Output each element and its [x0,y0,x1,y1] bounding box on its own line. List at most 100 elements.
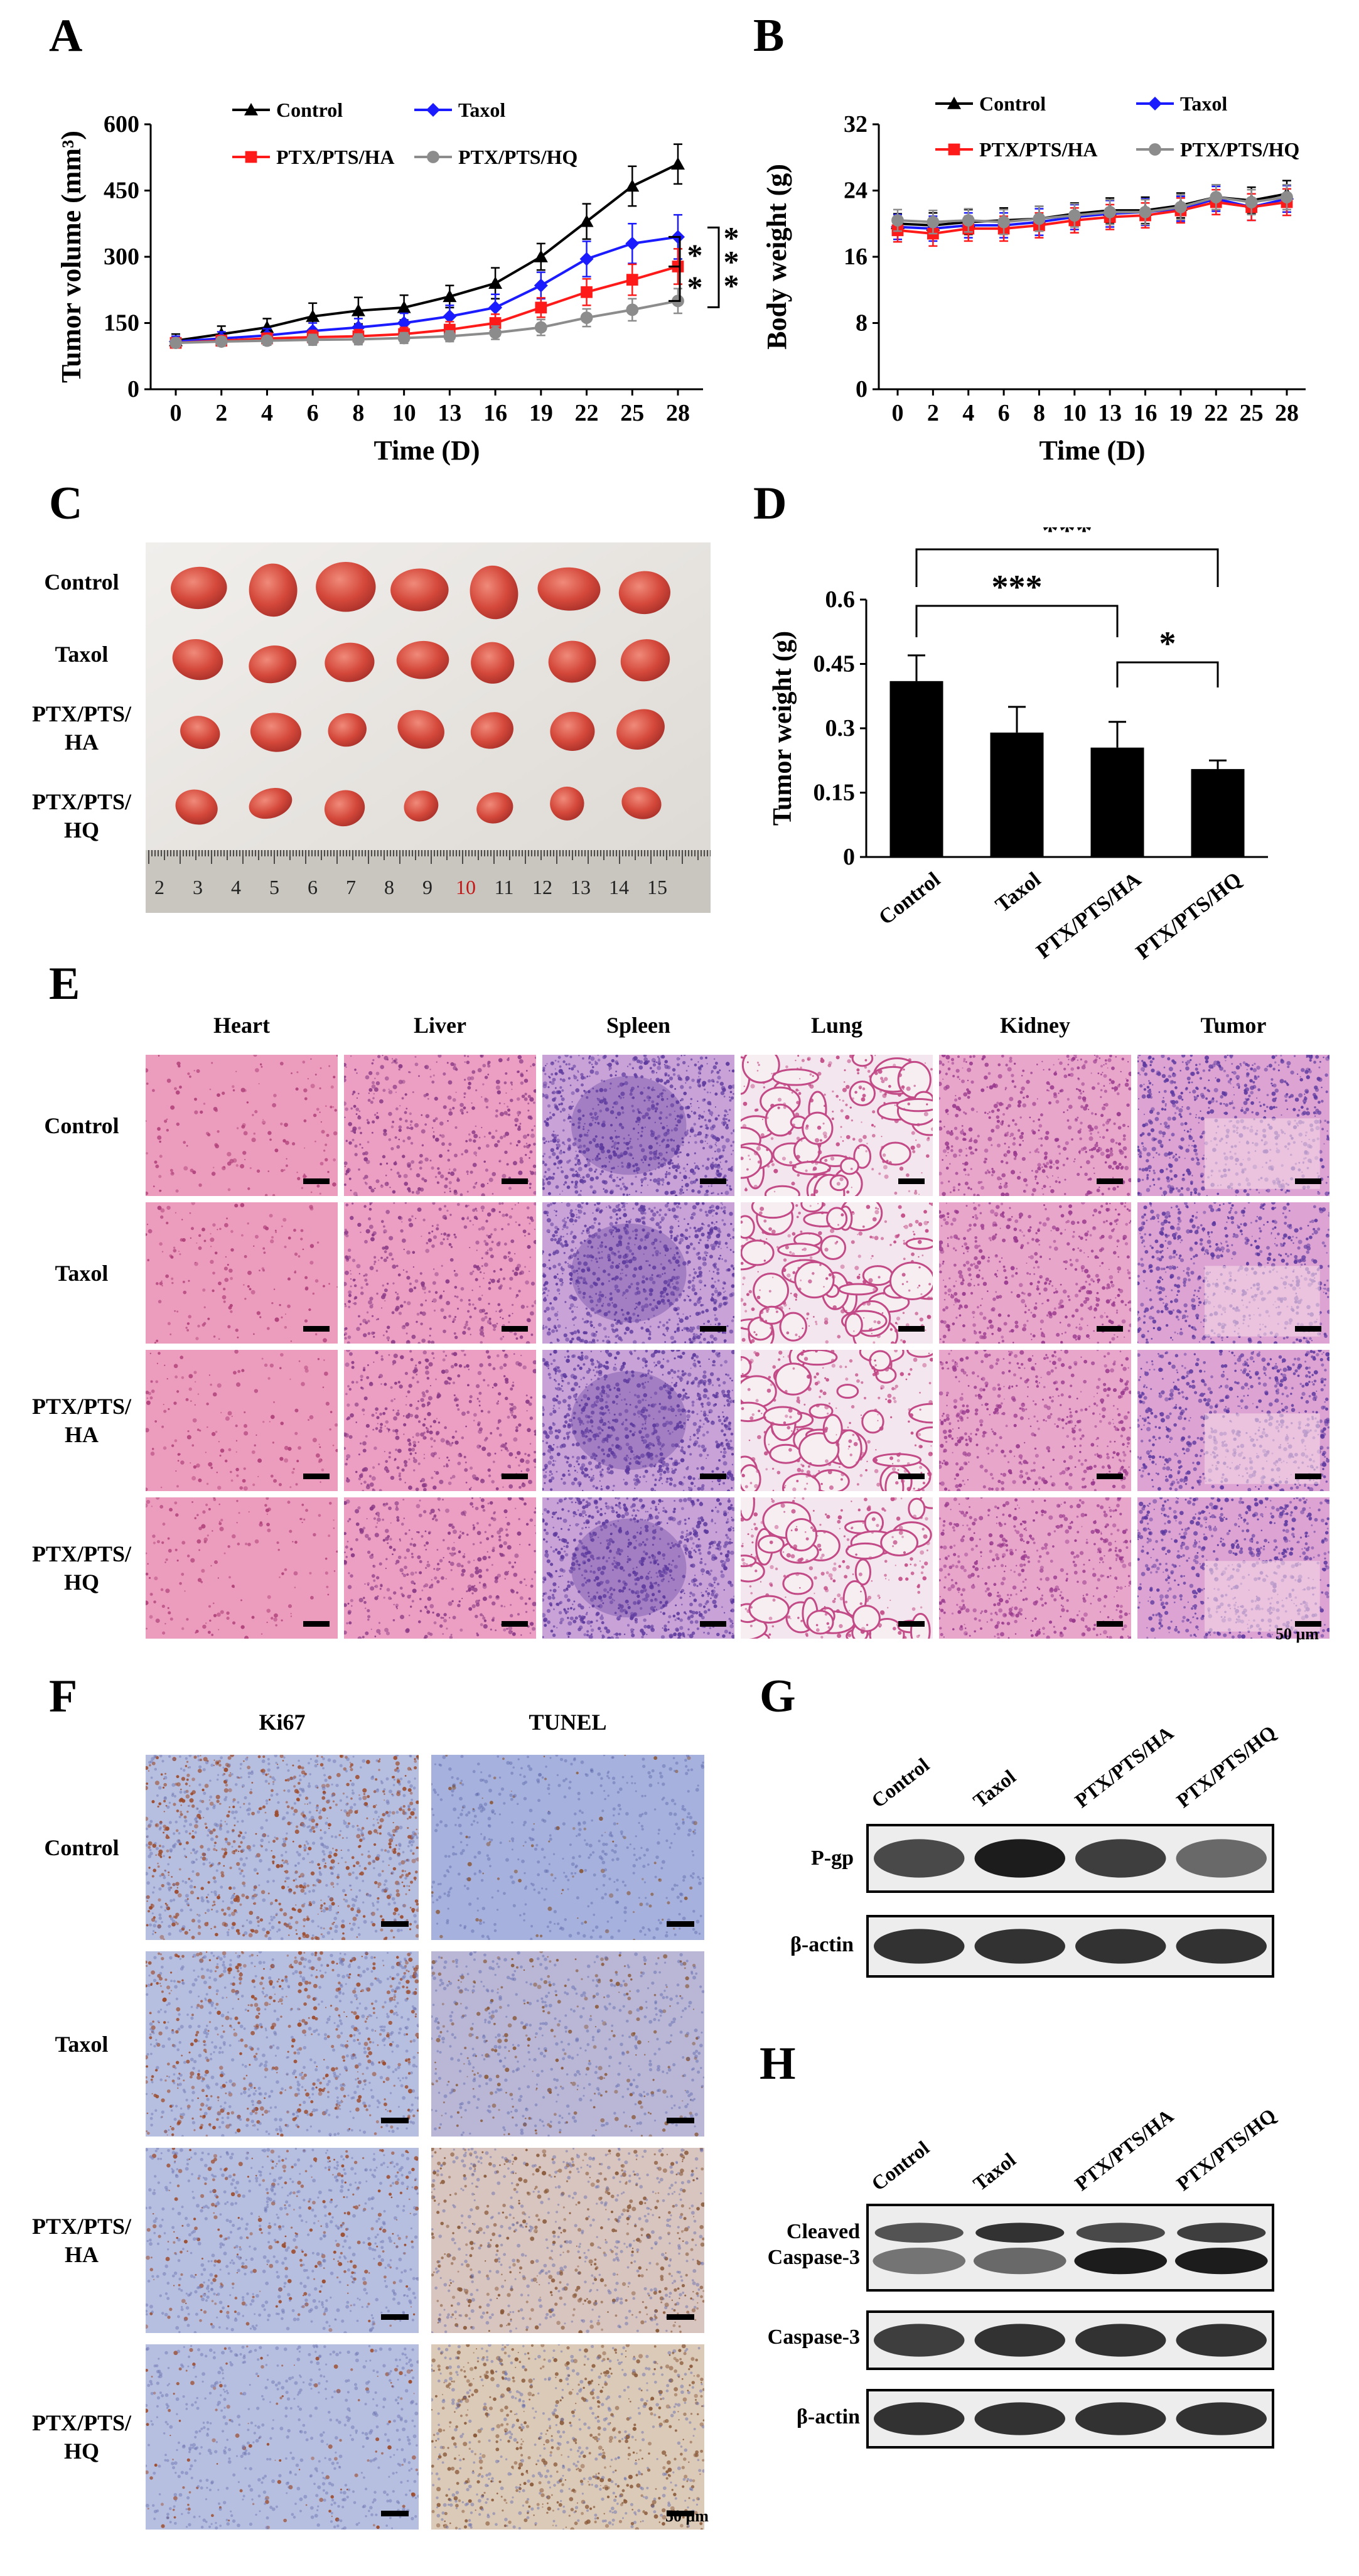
scale-bar [502,1326,528,1332]
nucleus [566,1185,571,1189]
nucleus [689,1128,694,1133]
nucleus [547,1176,552,1180]
nucleus [1324,1073,1328,1077]
nucleus [498,1210,501,1214]
nucleus [621,1202,626,1206]
nucleus [557,1055,561,1059]
nucleus [1223,1069,1226,1072]
nucleus [648,1264,651,1267]
nucleus [517,1140,521,1144]
nucleus [726,1246,728,1249]
nucleus [431,1340,435,1344]
nucleus [527,1244,531,1249]
nucleus [590,1323,593,1327]
nucleus [1184,1122,1188,1126]
nucleus [793,1165,797,1168]
nucleus [1270,1078,1274,1081]
ruler-number: 7 [346,876,356,898]
nucleus [436,1181,439,1183]
nucleus [429,1069,431,1070]
nucleus [1009,1057,1013,1060]
nucleus [655,1222,660,1227]
tumor-specimen [325,642,375,682]
nucleus [466,1170,469,1173]
nucleus [1171,1133,1175,1137]
nucleus [663,1064,666,1065]
nucleus [1306,1056,1308,1058]
nucleus [155,1164,159,1168]
nucleus [609,1157,613,1160]
nucleus [405,1322,409,1327]
nucleus [809,1073,812,1076]
nucleus [363,1205,367,1208]
nucleus [1181,1098,1184,1101]
nucleus [590,1116,593,1119]
nucleus [577,1071,579,1073]
nucleus [411,1191,414,1194]
nucleus [575,1247,577,1249]
nucleus [1164,1108,1166,1111]
nucleus [561,1107,566,1112]
nucleus [576,1329,580,1333]
nucleus [488,1177,493,1182]
nucleus [363,1333,367,1337]
tile-texture [542,1055,734,1196]
nucleus [702,1146,705,1150]
nucleus [588,1149,590,1151]
nucleus [478,1227,481,1231]
nucleus [529,1256,532,1258]
nucleus [598,1257,601,1259]
nucleus [1077,1116,1079,1119]
nucleus [577,1138,581,1143]
nucleus [588,1061,591,1064]
tile-texture [1137,1055,1329,1196]
nucleus [167,1322,171,1325]
nucleus [511,1208,513,1210]
nucleus [325,1143,328,1146]
nucleus [193,1070,195,1072]
nucleus [965,1061,967,1063]
nucleus [606,1339,611,1344]
nucleus [641,1280,645,1284]
nucleus [595,1293,598,1295]
nucleus [1259,1104,1262,1107]
nucleus [1152,1170,1155,1172]
nucleus [179,1253,181,1256]
nucleus [468,1138,472,1142]
nucleus [1184,1087,1188,1091]
nucleus [552,1113,556,1117]
nucleus [1201,1133,1203,1135]
nucleus [353,1301,357,1305]
nucleus [969,1138,973,1143]
nucleus [1117,1142,1122,1146]
nucleus [348,1293,352,1297]
nucleus [653,1060,655,1063]
nucleus [1026,1079,1030,1084]
nucleus [930,1068,933,1071]
nucleus [1037,1167,1041,1171]
nucleus [303,1088,308,1092]
nucleus [480,1183,485,1188]
nucleus [550,1222,554,1227]
nucleus [420,1322,423,1325]
nucleus [568,1114,570,1116]
nucleus [554,1087,557,1089]
nucleus [1151,1084,1154,1086]
nucleus [571,1091,575,1096]
nucleus [679,1115,684,1119]
nucleus [548,1075,550,1078]
nucleus [475,1278,478,1281]
nucleus [358,1126,362,1130]
nucleus [495,1109,498,1113]
nucleus [452,1098,456,1102]
nucleus [582,1150,586,1154]
nucleus [643,1099,646,1102]
nucleus [1314,1085,1318,1090]
nucleus [599,1109,603,1113]
nucleus [183,1141,186,1144]
nucleus [699,1239,702,1242]
nucleus [1147,1165,1152,1170]
data-point [488,300,503,315]
nucleus [502,1335,505,1338]
nucleus [1292,1107,1296,1111]
